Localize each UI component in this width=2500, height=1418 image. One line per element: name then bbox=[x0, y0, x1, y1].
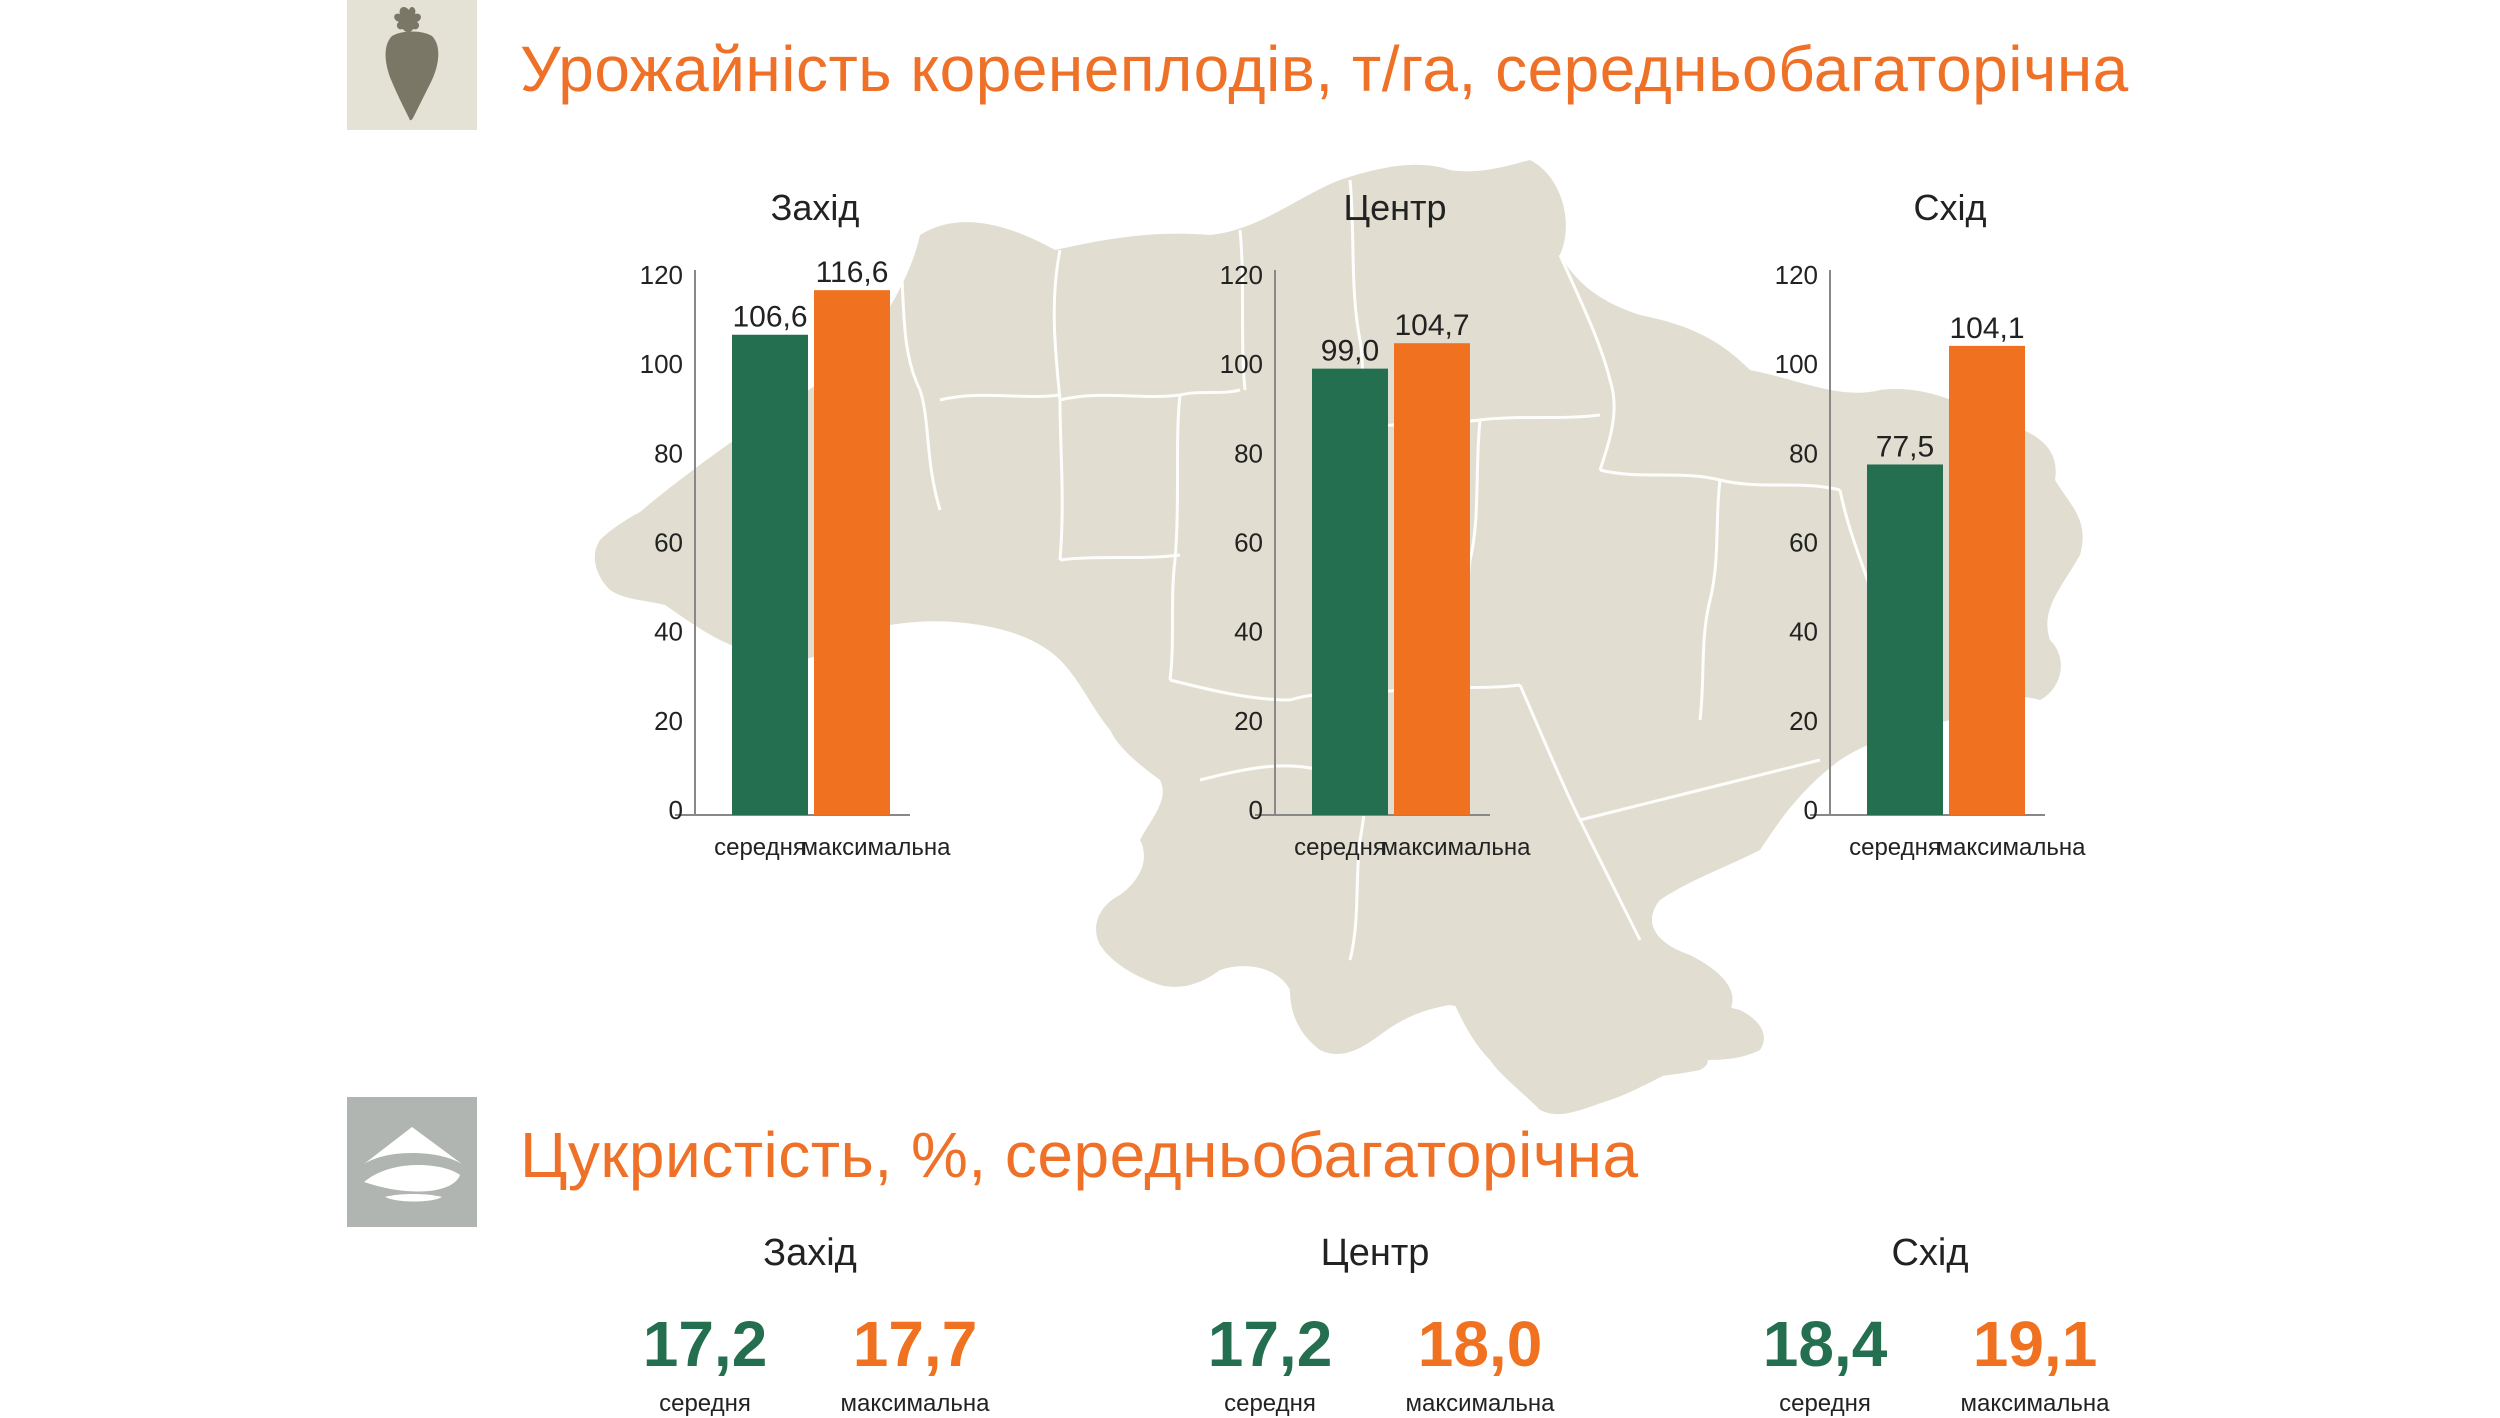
sugar-max-value: 18,0 bbox=[1417, 1308, 1543, 1380]
y-tick-label: 60 bbox=[1234, 528, 1263, 558]
y-tick-label: 120 bbox=[1775, 260, 1818, 290]
bar-average bbox=[732, 334, 808, 815]
sugar-avg-label: середня bbox=[1779, 1390, 1871, 1417]
beet-icon bbox=[385, 7, 439, 121]
sugar-max-value: 17,7 bbox=[852, 1308, 978, 1380]
bar-maximum bbox=[1949, 345, 2025, 815]
sugar-pile-icon bbox=[364, 1127, 462, 1202]
y-tick-label: 80 bbox=[654, 438, 683, 468]
sugar-block-east: Схід 18,4 19,1 середня максимальна bbox=[1720, 1232, 2140, 1417]
sugar-region-name: Захід bbox=[763, 1232, 857, 1274]
chart-title: Центр bbox=[1343, 187, 1446, 228]
y-tick-label: 100 bbox=[640, 349, 683, 379]
y-tick-label: 60 bbox=[1789, 528, 1818, 558]
bar-value-label: 104,1 bbox=[1949, 312, 2024, 345]
y-tick-label: 80 bbox=[1789, 438, 1818, 468]
y-tick-label: 0 bbox=[669, 795, 683, 825]
sugar-avg-label: середня bbox=[1224, 1390, 1316, 1417]
sugar-block-west: Захід 17,2 17,7 середня максимальна bbox=[600, 1232, 1020, 1417]
sugar-max-label: максимальна bbox=[1960, 1390, 2110, 1417]
yield-icon-box bbox=[347, 0, 477, 130]
x-category-label: максимальна bbox=[1937, 834, 2087, 861]
x-category-label: максимальна bbox=[802, 834, 952, 861]
y-tick-label: 40 bbox=[1789, 617, 1818, 647]
chart-title: Схід bbox=[1913, 187, 1986, 228]
y-tick-label: 40 bbox=[654, 617, 683, 647]
y-tick-label: 60 bbox=[654, 528, 683, 558]
sugar-region-name: Схід bbox=[1891, 1232, 1969, 1274]
y-tick-label: 20 bbox=[654, 706, 683, 736]
sugar-avg-value: 18,4 bbox=[1762, 1308, 1888, 1380]
bar-chart-west: Захід 0 20 40 60 80 100 120 106,6 середня 116,6 мак… bbox=[640, 187, 952, 861]
bar-maximum bbox=[814, 290, 890, 815]
sugar-avg-label: середня bbox=[659, 1390, 751, 1417]
y-tick-label: 20 bbox=[1234, 706, 1263, 736]
y-tick-label: 120 bbox=[640, 260, 683, 290]
bar-value-label: 106,6 bbox=[732, 301, 807, 334]
sugar-avg-value: 17,2 bbox=[642, 1308, 768, 1380]
bar-value-label: 99,0 bbox=[1321, 335, 1379, 368]
sugar-max-label: максимальна bbox=[1405, 1390, 1555, 1417]
sugar-avg-value: 17,2 bbox=[1207, 1308, 1333, 1380]
x-category-label: середня bbox=[714, 834, 806, 861]
y-tick-label: 120 bbox=[1220, 260, 1263, 290]
chart-title: Захід bbox=[771, 187, 860, 228]
sugar-region-name: Центр bbox=[1320, 1232, 1430, 1274]
bar-chart-east: Схід 0 20 40 60 80 100 120 77,5 середня 104,1 макси… bbox=[1775, 187, 2087, 861]
x-category-label: максимальна bbox=[1382, 834, 1532, 861]
bar-value-label: 104,7 bbox=[1394, 309, 1469, 342]
sugar-block-center: Центр 17,2 18,0 середня максимальна bbox=[1165, 1232, 1585, 1417]
sugar-icon-box bbox=[347, 1097, 477, 1227]
y-tick-label: 20 bbox=[1789, 706, 1818, 736]
yield-title: Урожайність коренеплодів, т/га, середньо… bbox=[520, 33, 2129, 105]
y-tick-label: 40 bbox=[1234, 617, 1263, 647]
bar-average bbox=[1867, 464, 1943, 815]
x-category-label: середня bbox=[1294, 834, 1386, 861]
sugar-max-value: 19,1 bbox=[1972, 1308, 2098, 1380]
bar-maximum bbox=[1394, 343, 1470, 815]
bar-value-label: 116,6 bbox=[816, 256, 889, 289]
y-tick-label: 80 bbox=[1234, 438, 1263, 468]
sugar-max-label: максимальна bbox=[840, 1390, 990, 1417]
sugar-title: Цукристість, %, середньобагаторічна bbox=[520, 1119, 1639, 1191]
bar-average bbox=[1312, 368, 1388, 815]
bar-value-label: 77,5 bbox=[1876, 430, 1934, 463]
y-tick-label: 100 bbox=[1220, 349, 1263, 379]
y-tick-label: 0 bbox=[1804, 795, 1818, 825]
y-tick-label: 0 bbox=[1249, 795, 1263, 825]
y-tick-label: 100 bbox=[1775, 349, 1818, 379]
bar-chart-center: Центр 0 20 40 60 80 100 120 99,0 середня 104,7 макс… bbox=[1220, 187, 1532, 861]
x-category-label: середня bbox=[1849, 834, 1941, 861]
